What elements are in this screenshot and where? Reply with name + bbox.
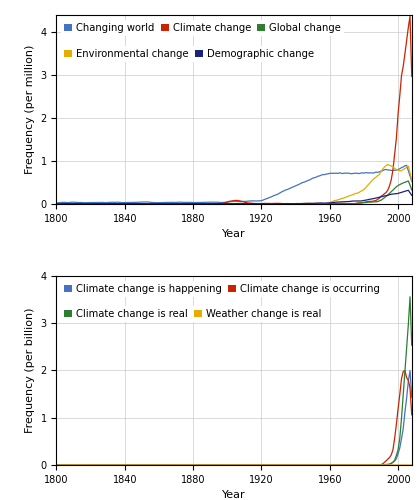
Y-axis label: Frequency (per billion): Frequency (per billion): [25, 308, 35, 433]
Y-axis label: Frequency (per million): Frequency (per million): [25, 45, 35, 174]
Legend: Climate change is real, Weather change is real: Climate change is real, Weather change i…: [61, 306, 324, 322]
X-axis label: Year: Year: [222, 490, 246, 500]
X-axis label: Year: Year: [222, 230, 246, 239]
Legend: Environmental change, Demographic change: Environmental change, Demographic change: [61, 46, 317, 62]
